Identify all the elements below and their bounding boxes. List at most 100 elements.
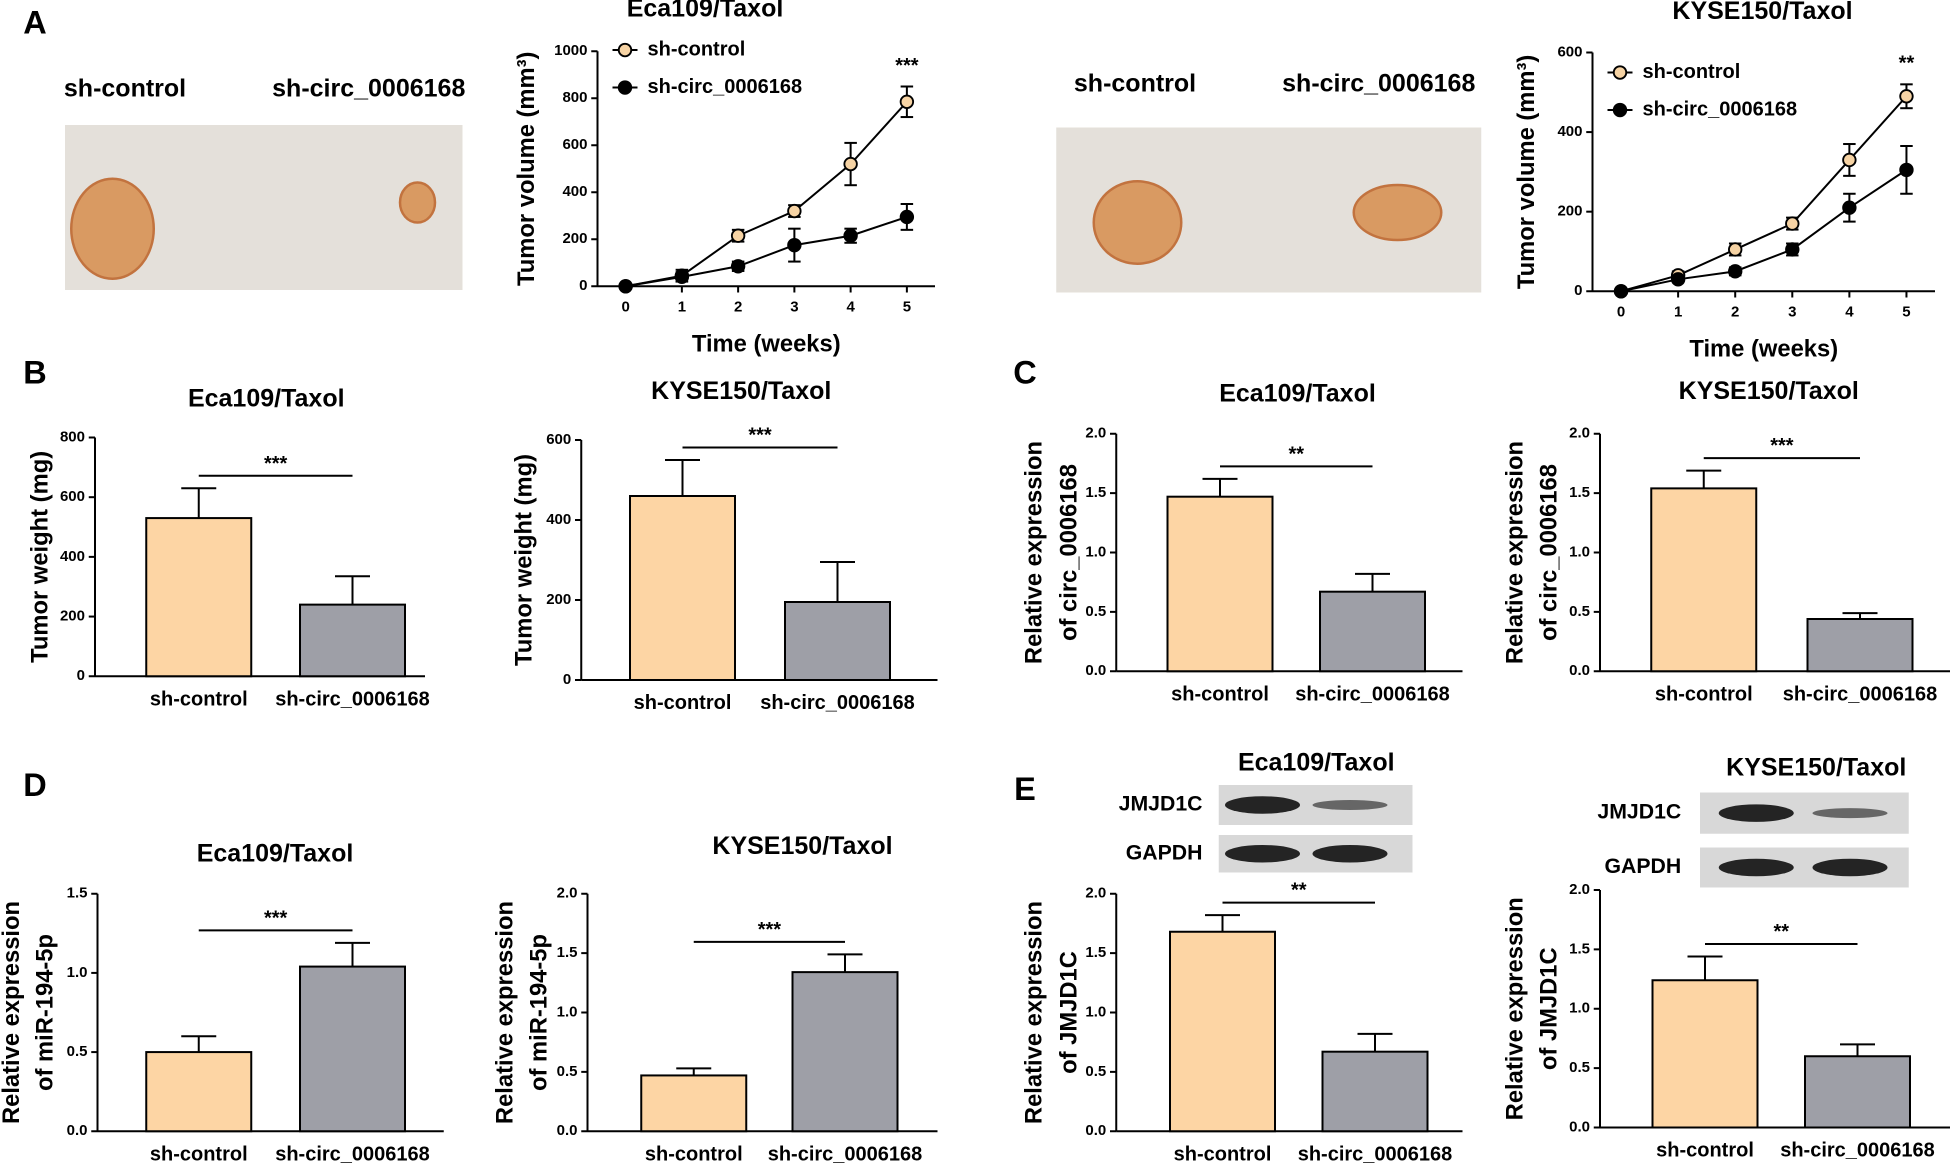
x-tick-label: sh-circ_0006168	[275, 1143, 430, 1165]
y-tick-label: 600	[1557, 43, 1582, 60]
y-tick-label: 0.5	[67, 1043, 88, 1060]
y-tick-label: 1000	[554, 42, 587, 59]
x-tick-label: 1	[678, 298, 686, 315]
bar	[145, 1051, 253, 1133]
y-tick-label: 2.0	[1085, 425, 1106, 442]
y-tick-label: 1.0	[1569, 1000, 1590, 1017]
y-tick-label: 800	[562, 89, 587, 106]
y-tick-label: 1.5	[67, 885, 88, 902]
y-axis-label: Relative expression	[492, 901, 519, 1124]
legend-marker	[617, 42, 633, 58]
panel-letter: E	[1014, 771, 1036, 807]
y-axis-label: Relative expression	[1020, 901, 1047, 1124]
significance: ***	[1770, 435, 1794, 457]
panel-letter: D	[23, 767, 46, 803]
legend-label: sh-circ_0006168	[648, 76, 803, 98]
bar	[629, 495, 736, 681]
y-tick-label: 0.0	[1569, 1118, 1590, 1135]
x-tick-label: sh-control	[645, 1143, 743, 1165]
bar	[1319, 590, 1426, 673]
y-tick-label: 1.0	[1569, 543, 1590, 560]
x-tick-label: 3	[790, 298, 798, 315]
y-tick-label: 1.5	[1569, 940, 1590, 957]
x-tick-label: sh-control	[1171, 683, 1269, 705]
blot-label: JMJD1C	[1597, 800, 1681, 824]
y-tick-label: 600	[546, 431, 571, 448]
legend-label: sh-control	[648, 38, 746, 60]
y-tick-label: 2.0	[1569, 425, 1590, 442]
y-tick-label: 1.0	[1085, 543, 1106, 560]
y-tick-label: 0.0	[1569, 662, 1590, 679]
data-point	[787, 237, 802, 253]
bar	[299, 603, 406, 678]
blot-band	[1225, 845, 1300, 863]
x-axis-label: Time (weeks)	[1689, 335, 1838, 362]
y-tick-label: 1.5	[557, 944, 578, 961]
legend-label: sh-circ_0006168	[1643, 98, 1798, 120]
x-tick-label: sh-circ_0006168	[275, 688, 430, 710]
y-tick-label: 200	[562, 230, 587, 247]
x-axis-label: Time (weeks)	[692, 330, 841, 357]
y-tick-label: 0	[563, 671, 571, 688]
chart-title: KYSE150/Taxol	[1726, 753, 1906, 781]
tumor	[398, 181, 437, 224]
x-tick-label: sh-circ_0006168	[1295, 683, 1450, 705]
data-point	[1842, 152, 1857, 168]
x-tick-label: sh-circ_0006168	[760, 692, 915, 714]
significance: ***	[748, 425, 772, 447]
photo-label: sh-control	[1074, 70, 1196, 98]
significance: ***	[895, 55, 919, 77]
bar	[784, 601, 891, 682]
y-axis-label: Relative expression	[1502, 441, 1529, 664]
y-axis-label: of JMJD1C	[1055, 951, 1082, 1074]
y-tick-label: 0	[77, 667, 85, 684]
legend-marker	[1612, 65, 1628, 80]
x-tick-label: sh-control	[1655, 683, 1753, 705]
x-tick-label: 5	[903, 298, 911, 315]
y-tick-label: 0	[1574, 282, 1582, 299]
series-line	[625, 101, 908, 288]
y-axis-label: of miR-194-5p	[32, 934, 59, 1091]
y-tick-label: 0.0	[67, 1122, 88, 1139]
y-tick-label: 1.0	[557, 1003, 578, 1020]
series-line	[1620, 95, 1908, 293]
bar	[1650, 487, 1758, 673]
y-tick-label: 400	[546, 511, 571, 528]
x-tick-label: sh-control	[1174, 1143, 1272, 1165]
panel-letter: A	[23, 5, 46, 41]
series-line	[1620, 169, 1908, 293]
y-axis-label: Relative expression	[1020, 441, 1047, 664]
significance: ***	[264, 907, 288, 929]
blot-band	[1312, 845, 1388, 863]
y-tick-label: 400	[1557, 123, 1582, 140]
y-tick-label: 0.5	[1569, 603, 1590, 620]
photo-label: sh-circ_0006168	[272, 75, 465, 103]
blot-label: GAPDH	[1605, 854, 1682, 878]
y-axis-label: Relative expression	[0, 901, 25, 1124]
data-point	[730, 228, 746, 243]
chart-title: KYSE150/Taxol	[1672, 0, 1852, 25]
data-point	[674, 269, 690, 285]
legend-marker	[617, 80, 633, 95]
y-tick-label: 2.0	[1569, 881, 1590, 898]
y-tick-label: 1.5	[1085, 484, 1106, 501]
chart-title: Eca109/Taxol	[197, 840, 354, 868]
blot-band	[1718, 804, 1794, 822]
x-tick-label: 3	[1788, 303, 1796, 320]
data-point	[843, 228, 858, 243]
x-tick-label: sh-circ_0006168	[1783, 683, 1938, 705]
x-tick-label: 0	[621, 298, 629, 315]
tumor	[1092, 180, 1183, 266]
chart-title: KYSE150/Taxol	[1679, 377, 1859, 405]
blot-label: GAPDH	[1126, 840, 1203, 864]
y-axis-label: of circ_0006168	[1535, 464, 1562, 641]
bar	[1804, 1055, 1911, 1129]
blot-band	[1718, 858, 1794, 877]
chart-title: Eca109/Taxol	[1219, 380, 1376, 408]
y-tick-label: 1.5	[1085, 944, 1106, 961]
y-axis-label: Tumor volume (mm³)	[1513, 55, 1540, 289]
data-point	[899, 94, 915, 109]
significance: **	[1291, 880, 1307, 902]
bar	[299, 965, 406, 1133]
